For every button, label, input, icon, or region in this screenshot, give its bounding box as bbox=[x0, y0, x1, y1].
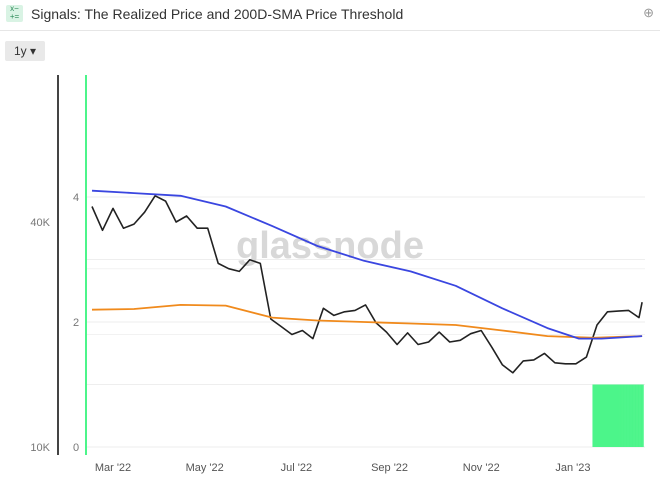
signal-bar bbox=[596, 384, 599, 447]
chart-header: x− += Signals: The Realized Price and 200… bbox=[0, 0, 660, 31]
chart-title: Signals: The Realized Price and 200D-SMA… bbox=[31, 6, 404, 22]
x-tick: Jan '23 bbox=[555, 462, 590, 474]
signal-bar bbox=[608, 384, 611, 447]
x-tick: Jul '22 bbox=[281, 462, 312, 474]
signal-bar bbox=[621, 384, 623, 447]
signal-bar bbox=[627, 384, 629, 447]
signal-bar bbox=[602, 384, 605, 447]
signal-bar bbox=[619, 384, 622, 447]
signal-bar bbox=[599, 384, 602, 447]
signal-bar bbox=[622, 384, 625, 447]
signal-bar bbox=[637, 384, 640, 447]
y-left-tick: 4 bbox=[73, 192, 79, 204]
signal-bar bbox=[593, 384, 596, 447]
signal-bar bbox=[628, 384, 631, 447]
x-tick: May '22 bbox=[186, 462, 224, 474]
x-tick: Mar '22 bbox=[95, 462, 131, 474]
signal-bar bbox=[640, 384, 643, 447]
signal-bar bbox=[615, 384, 617, 447]
signal-bar bbox=[601, 384, 604, 447]
range-value: 1y bbox=[13, 44, 27, 58]
signal-bar bbox=[598, 384, 601, 447]
zoom-in-icon[interactable]: ⊕ bbox=[643, 5, 654, 20]
signal-bar bbox=[625, 384, 628, 447]
y-left-tick: 0 bbox=[73, 442, 79, 454]
x-tick: Sep '22 bbox=[371, 462, 408, 474]
signal-bar bbox=[607, 384, 610, 447]
signal-bar bbox=[613, 384, 616, 447]
signal-bar bbox=[605, 384, 608, 447]
range-selector[interactable]: 1y ▾ bbox=[5, 41, 45, 61]
signal-bar bbox=[592, 384, 595, 447]
signal-bar bbox=[631, 384, 634, 447]
signal-bar bbox=[624, 384, 626, 447]
signal-bar bbox=[633, 384, 635, 447]
y-left-tick: 2 bbox=[73, 317, 79, 329]
signal-bar bbox=[630, 384, 632, 447]
signal-bar bbox=[611, 384, 614, 447]
realized-line bbox=[91, 303, 643, 339]
sma200-line bbox=[91, 189, 643, 340]
price-line bbox=[91, 195, 643, 374]
signal-bar bbox=[610, 384, 613, 447]
signal-bar bbox=[642, 384, 644, 447]
signal-bar bbox=[634, 384, 637, 447]
signal-bar bbox=[639, 384, 641, 447]
signal-bar bbox=[595, 384, 598, 447]
price-axis-tick: 40K bbox=[30, 217, 50, 229]
formula-icon: x− += bbox=[6, 5, 23, 22]
signal-bar bbox=[604, 384, 607, 447]
signal-bar bbox=[636, 384, 638, 447]
signal-bar bbox=[618, 384, 620, 447]
signal-bar bbox=[616, 384, 619, 447]
price-axis-tick: 10K bbox=[30, 442, 50, 454]
x-tick: Nov '22 bbox=[463, 462, 500, 474]
watermark: glassnode bbox=[236, 225, 424, 267]
